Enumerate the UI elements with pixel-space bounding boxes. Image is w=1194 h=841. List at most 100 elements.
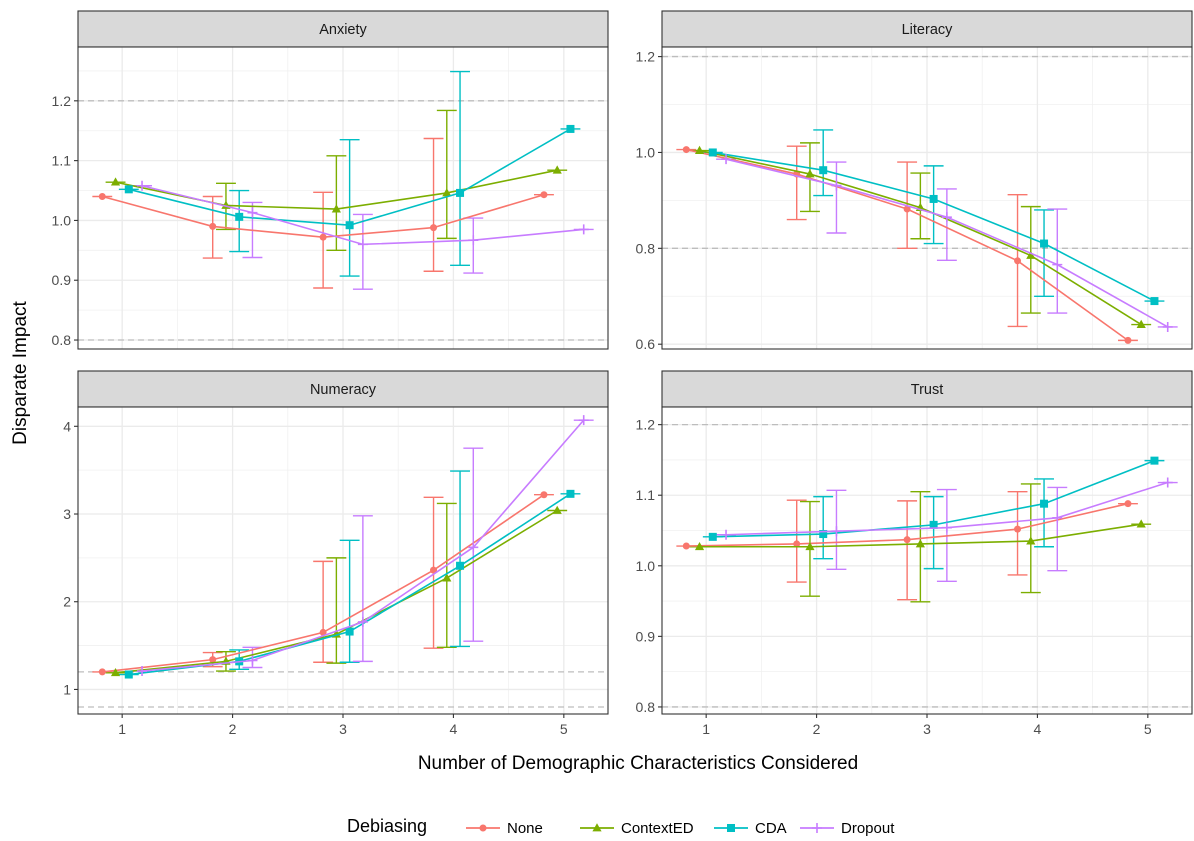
x-tick-label: 1 bbox=[702, 721, 710, 737]
error-bar bbox=[813, 129, 834, 197]
y-tick-label: 0.6 bbox=[636, 336, 656, 352]
legend-label: Dropout bbox=[841, 820, 895, 837]
data-point bbox=[1136, 519, 1146, 528]
data-point bbox=[110, 667, 121, 677]
data-point bbox=[456, 188, 465, 197]
legend-key-marker bbox=[592, 823, 602, 832]
error-bar bbox=[1034, 209, 1054, 297]
data-point bbox=[578, 415, 589, 426]
data-point bbox=[442, 573, 452, 582]
data-point bbox=[456, 561, 465, 570]
error-bars-contexted bbox=[105, 109, 568, 252]
error-bar bbox=[339, 539, 360, 663]
legend-label: CDA bbox=[755, 820, 787, 837]
facet-strip-label: Numeracy bbox=[310, 382, 377, 398]
data-point bbox=[345, 221, 354, 230]
y-tick-label: 0.8 bbox=[636, 240, 656, 256]
data-point bbox=[793, 540, 801, 548]
legend-key-marker bbox=[727, 824, 735, 832]
y-tick-label: 2 bbox=[63, 594, 71, 610]
data-point bbox=[1124, 500, 1132, 508]
y-axis-title: Disparate Impact bbox=[10, 300, 31, 444]
error-bar bbox=[1007, 490, 1028, 576]
data-point bbox=[721, 529, 732, 540]
data-point bbox=[137, 666, 148, 677]
data-point bbox=[1162, 321, 1173, 332]
data-point bbox=[124, 670, 133, 679]
error-bar bbox=[326, 155, 347, 252]
error-bar bbox=[313, 560, 334, 663]
error-bar bbox=[813, 495, 834, 560]
error-bar bbox=[923, 165, 944, 245]
data-point bbox=[137, 180, 148, 191]
y-tick-label: 0.8 bbox=[636, 699, 656, 715]
y-tick-label: 1.0 bbox=[636, 144, 656, 160]
legend-label: ContextED bbox=[621, 820, 694, 837]
error-bar bbox=[423, 137, 444, 272]
facet-strip-label: Anxiety bbox=[319, 22, 367, 38]
facet-strip-label: Literacy bbox=[902, 22, 954, 38]
data-point bbox=[468, 542, 479, 553]
error-bar bbox=[897, 500, 918, 601]
x-tick-label: 2 bbox=[813, 721, 821, 737]
legend-item-contexted: ContextED bbox=[580, 820, 694, 837]
error-bar bbox=[352, 515, 373, 663]
y-tick-label: 1.2 bbox=[52, 93, 72, 109]
data-point bbox=[941, 522, 952, 533]
y-tick-label: 1.0 bbox=[52, 212, 72, 228]
data-point bbox=[430, 224, 438, 232]
data-point bbox=[247, 655, 258, 666]
data-point bbox=[319, 233, 327, 241]
facet-strip bbox=[77, 370, 609, 408]
data-point bbox=[805, 541, 815, 551]
data-point bbox=[682, 542, 690, 550]
data-point bbox=[540, 491, 548, 499]
y-tick-label: 0.9 bbox=[636, 628, 656, 644]
data-point bbox=[1052, 512, 1063, 523]
facet-strip bbox=[661, 10, 1193, 48]
series-cda bbox=[124, 124, 575, 230]
data-point bbox=[1124, 336, 1132, 344]
facet-panel-numeracy: Numeracy 1 2 3 4 1 2 3 4 5 bbox=[63, 370, 609, 737]
legend-item-none: None bbox=[466, 820, 543, 837]
series-dropout bbox=[721, 477, 1173, 540]
data-point bbox=[1162, 477, 1173, 488]
data-point bbox=[552, 165, 562, 174]
data-point bbox=[694, 145, 705, 154]
data-point bbox=[819, 166, 828, 175]
x-tick-label: 2 bbox=[229, 721, 237, 737]
data-point bbox=[235, 212, 244, 221]
data-point bbox=[357, 616, 368, 627]
error-bar bbox=[229, 189, 250, 253]
x-tick-label: 5 bbox=[560, 721, 568, 737]
data-point bbox=[903, 536, 911, 544]
legend: Debiasing None ContextED CDA Dropout bbox=[347, 816, 895, 837]
facet-panel-trust: Trust 0.8 0.9 1.0 1.1 1.2 1 2 3 4 5 bbox=[636, 370, 1193, 737]
y-tick-label: 3 bbox=[63, 506, 71, 522]
data-point bbox=[708, 148, 717, 157]
facet-panel-literacy: Literacy 0.6 0.8 1.0 1.2 bbox=[636, 10, 1193, 352]
data-point bbox=[566, 124, 575, 133]
x-tick-label: 3 bbox=[339, 721, 347, 737]
series-none bbox=[98, 491, 548, 676]
data-point bbox=[430, 566, 438, 574]
data-point bbox=[110, 177, 121, 186]
error-bar bbox=[450, 70, 470, 266]
data-point bbox=[1026, 250, 1036, 259]
x-tick-label: 5 bbox=[1144, 721, 1152, 737]
x-axis-title: Number of Demographic Characteristics Co… bbox=[418, 753, 858, 774]
data-point bbox=[1026, 536, 1036, 545]
y-tick-label: 0.9 bbox=[52, 272, 72, 288]
error-bar bbox=[352, 213, 373, 290]
data-point bbox=[98, 668, 106, 676]
data-point bbox=[721, 154, 732, 165]
series-cda bbox=[708, 456, 1159, 541]
series-contexted bbox=[694, 519, 1146, 551]
data-point bbox=[929, 520, 938, 529]
data-point bbox=[708, 532, 717, 541]
data-point bbox=[1040, 239, 1049, 248]
data-point bbox=[124, 185, 133, 194]
data-point bbox=[578, 224, 589, 235]
data-point bbox=[1040, 499, 1049, 508]
panel-border bbox=[661, 46, 1193, 350]
